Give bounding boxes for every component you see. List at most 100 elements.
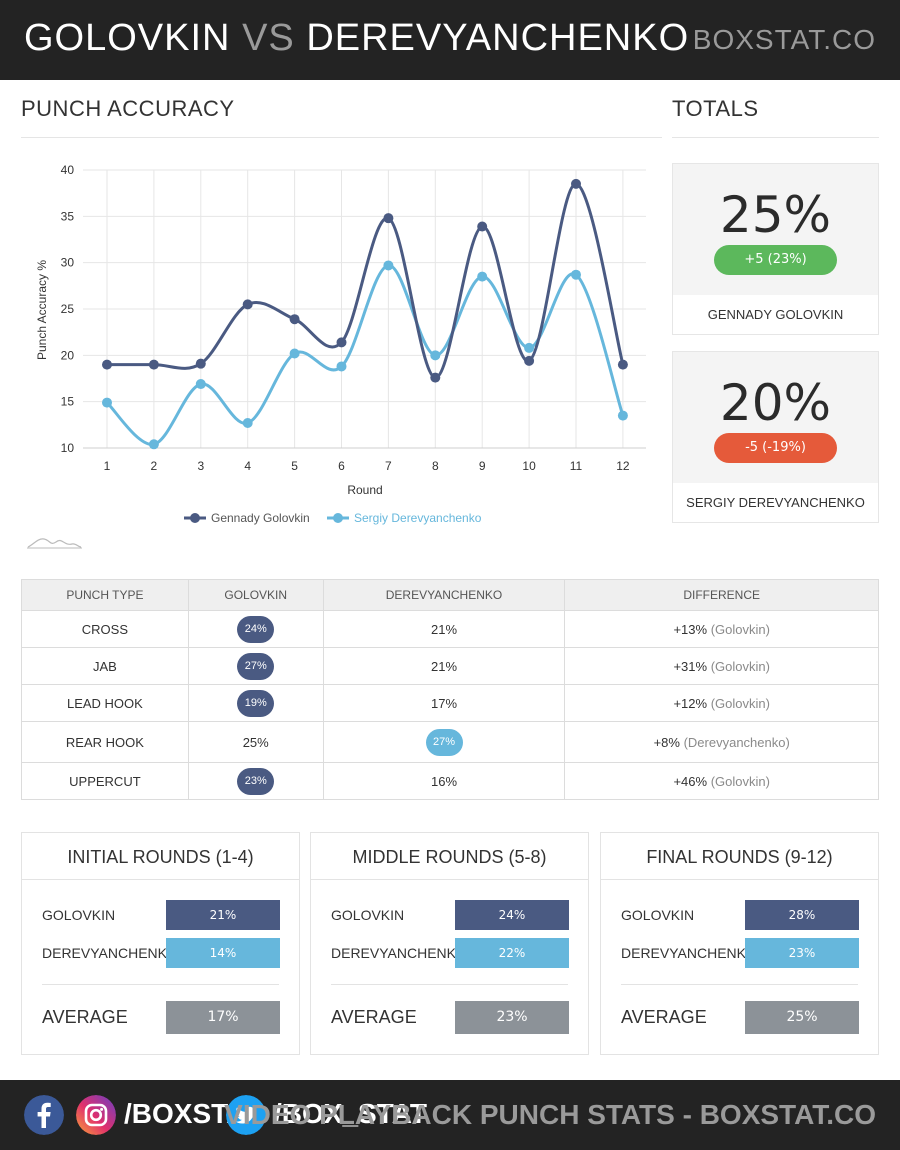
difference-value: +46% (673, 773, 708, 789)
divider (601, 879, 878, 880)
punch-type-cell: JAB (21, 647, 189, 685)
punch-type-cell: UPPERCUT (21, 762, 189, 800)
punch-type-cell: REAR HOOK (21, 721, 189, 763)
table-row: JAB 27% 21% +31% (Golovkin) (21, 647, 879, 685)
data-point-derevyanchenko (336, 361, 347, 372)
x-tick-label: 10 (522, 459, 536, 473)
derevyanchenko-cell: 27% (322, 721, 566, 763)
derevyanchenko-cell: 21% (322, 647, 566, 685)
divider (331, 984, 568, 985)
golovkin-label: GOLOVKIN (42, 907, 116, 923)
difference-leader: (Golovkin) (710, 773, 770, 789)
golovkin-label: GOLOVKIN (331, 907, 405, 923)
round-group-box: MIDDLE ROUNDS (5-8) GOLOVKIN 24% DEREVYANCH… (310, 832, 589, 1055)
average-label: AVERAGE (42, 1007, 128, 1027)
x-tick-label: 2 (151, 459, 158, 473)
data-point-golovkin (383, 213, 394, 224)
footer: /BOXSTAT /BOX_STAT VIDEO PLAYBACK PUNCH … (0, 1080, 900, 1150)
y-tick-label: 10 (61, 441, 75, 455)
data-point-derevyanchenko (242, 417, 253, 428)
table-row: REAR HOOK 25% 27% +8% (Derevyanchenko) (21, 721, 879, 763)
vs-label: VS (242, 17, 295, 59)
table-header-row: PUNCH TYPE GOLOVKIN DEREVYANCHENKO DIFFE… (21, 579, 879, 611)
data-point-golovkin (430, 372, 441, 383)
instagram-icon[interactable] (76, 1095, 116, 1135)
difference-value: +13% (673, 621, 708, 637)
round-group-title: MIDDLE ROUNDS (5-8) (352, 847, 547, 867)
x-tick-label: 6 (338, 459, 345, 473)
golovkin-cell: 19% (187, 684, 324, 722)
divider (42, 984, 279, 985)
golovkin-label: GOLOVKIN (621, 907, 695, 923)
brand-logo[interactable]: BOXSTAT.CO (692, 24, 876, 55)
difference-leader: (Derevyanchenko) (683, 734, 790, 750)
derevyanchenko-bar: 22% (455, 938, 569, 968)
data-point-derevyanchenko (524, 342, 535, 353)
data-point-derevyanchenko (430, 350, 441, 361)
data-point-derevyanchenko (102, 397, 112, 408)
x-tick-label: 11 (570, 459, 583, 473)
divider (21, 137, 662, 138)
derevyanchenko-value: 21% (430, 658, 458, 674)
difference-leader: (Golovkin) (710, 621, 770, 637)
difference-value: +12% (673, 695, 708, 711)
twitter-icon[interactable] (226, 1095, 266, 1135)
data-point-golovkin (102, 359, 112, 370)
golovkin-cell: 23% (187, 762, 324, 800)
golovkin-cell: 24% (187, 610, 324, 648)
data-point-golovkin (617, 359, 628, 370)
difference-cell: +46% (Golovkin) (564, 762, 879, 800)
round-group-box: FINAL ROUNDS (9-12) GOLOVKIN 28% DEREVYANCH… (600, 832, 879, 1055)
difference-leader: (Golovkin) (710, 695, 770, 711)
difference-leader: (Golovkin) (710, 658, 770, 674)
legend-swatch-marker (333, 513, 343, 523)
golovkin-bar: 24% (455, 900, 569, 930)
y-tick-label: 35 (61, 209, 75, 223)
difference-value: +8% (653, 734, 680, 750)
punch-type-cell: LEAD HOOK (21, 684, 189, 722)
data-point-derevyanchenko (148, 439, 159, 450)
facebook-icon[interactable] (24, 1095, 64, 1135)
table-row: UPPERCUT 23% 16% +46% (Golovkin) (21, 762, 879, 800)
average-label: AVERAGE (621, 1007, 707, 1027)
divider (621, 984, 858, 985)
fighter1-name: GOLOVKIN (24, 17, 231, 59)
derevyanchenko-value: 17% (430, 695, 458, 711)
fighter-name: SERGIY DEREVYANCHENKO (686, 495, 865, 510)
header: GOLOVKIN VS DEREVYANCHENKO BOXSTAT.CO (0, 0, 900, 80)
difference-cell: +13% (Golovkin) (564, 610, 879, 648)
x-tick-label: 9 (479, 459, 486, 473)
data-point-derevyanchenko (195, 379, 206, 390)
punch-accuracy-title: PUNCH ACCURACY (21, 96, 235, 121)
difference-value: +31% (673, 658, 708, 674)
x-tick-label: 12 (616, 459, 630, 473)
total-difference-badge: -5 (-19%) (714, 433, 837, 463)
golovkin-bar: 28% (745, 900, 859, 930)
data-point-golovkin (477, 221, 488, 232)
data-point-golovkin (336, 337, 347, 348)
data-point-derevyanchenko (383, 260, 394, 271)
x-tick-label: 3 (197, 459, 204, 473)
average-bar: 25% (745, 1001, 859, 1034)
punch-type-table: PUNCH TYPE GOLOVKIN DEREVYANCHENKO DIFFE… (21, 579, 879, 800)
difference-cell: +12% (Golovkin) (564, 684, 879, 722)
total-accuracy: 25% (719, 186, 832, 244)
average-bar: 17% (166, 1001, 280, 1034)
twitter-handle[interactable]: /BOX_STAT (274, 1098, 427, 1129)
golovkin-bar: 21% (166, 900, 280, 930)
legend-label: Gennady Golovkin (211, 511, 310, 525)
series-line-golovkin (106, 182, 625, 380)
chart-thumbnail-icon[interactable] (26, 532, 82, 550)
divider (22, 879, 299, 880)
x-tick-label: 4 (244, 459, 251, 473)
average-label: AVERAGE (331, 1007, 417, 1027)
golovkin-value: 25% (242, 734, 269, 750)
derevyanchenko-value: 16% (430, 773, 458, 789)
y-tick-label: 30 (61, 256, 75, 270)
derevyanchenko-label: DEREVYANCHENKO (331, 945, 467, 961)
average-bar: 23% (455, 1001, 569, 1034)
data-point-derevyanchenko (617, 410, 628, 421)
data-point-derevyanchenko (477, 271, 488, 282)
y-tick-label: 25 (61, 302, 75, 316)
